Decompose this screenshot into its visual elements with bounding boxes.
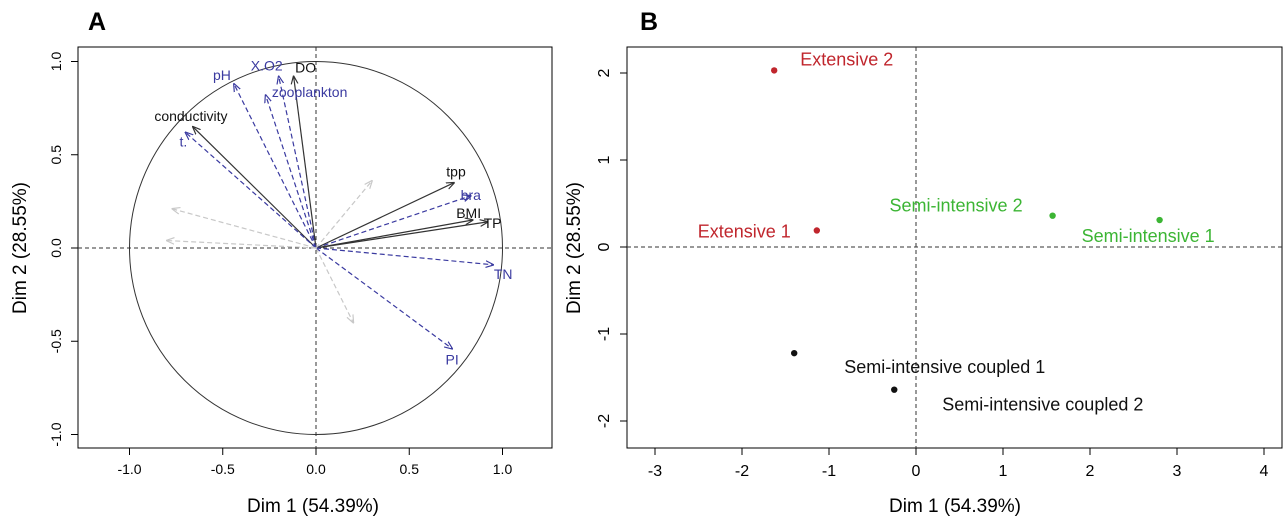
vector-bra — [315, 196, 471, 249]
panel-a-x-tick-label: -0.5 — [211, 461, 235, 477]
panel-a-y-tick-label: -1.0 — [48, 422, 64, 446]
panel-a-x-tick-label: 0.0 — [306, 461, 326, 477]
panel-b-y-tick-label: 0 — [596, 242, 613, 251]
panel-a-x-tick-label: 0.5 — [400, 461, 420, 477]
panel-b-y-tick-label: -2 — [596, 414, 613, 428]
vector-unlabeled-12 — [172, 209, 317, 249]
vector-tpp — [315, 183, 454, 249]
vector-label-x-o2: X.O2 — [251, 57, 283, 73]
vector-ph — [234, 84, 317, 249]
panel-b-x-tick-label: 2 — [1086, 463, 1095, 480]
point-label-semi-intensive-coupled-2: Semi-intensive coupled 2 — [942, 395, 1143, 415]
panel-b-reference-lines — [627, 47, 1282, 448]
point-label-semi-intensive-2: Semi-intensive 2 — [890, 196, 1023, 216]
panel-a: A conductivity t. pH X.O2 DO zooplankton tpp br… — [10, 8, 553, 517]
vector-conductivity — [193, 127, 317, 249]
point-semi-intensive-coupled-1 — [791, 349, 798, 357]
panel-a-vectors: conductivity t. pH X.O2 DO zooplankton tpp bra B… — [154, 57, 512, 367]
point-semi-intensive-2 — [1049, 212, 1056, 219]
vector-unlabeled-15 — [315, 247, 353, 323]
vector-label-tp: TP — [484, 215, 502, 231]
panel-a-y-tick-label: 0.5 — [48, 145, 64, 165]
panel-b-x-tick-label: 3 — [1173, 463, 1182, 480]
panel-a-y-tick-label: 1.0 — [48, 52, 64, 72]
panel-b-x-axis: -3 -2 -1 0 1 2 3 4 — [648, 448, 1269, 480]
point-extensive-1 — [813, 227, 821, 234]
vector-label-bmi: BMI — [456, 205, 481, 221]
point-semi-intensive-coupled-2 — [891, 386, 898, 393]
panel-b-x-tick-label: 0 — [912, 463, 921, 480]
panel-b-x-tick-label: -3 — [648, 463, 662, 480]
vector-tp — [315, 222, 488, 249]
vector-tn — [315, 247, 493, 265]
panel-a-reference-lines — [78, 47, 552, 448]
panel-a-y-axis: -1.0 -0.5 0.0 0.5 1.0 — [48, 52, 78, 447]
panel-b-y-axis-label: Dim 2 (28.55%) — [564, 182, 585, 314]
vector-label-t: t. — [180, 133, 188, 149]
point-label-extensive-2: Extensive 2 — [800, 49, 893, 69]
vector-label-conductivity: conductivity — [154, 108, 227, 124]
panel-a-label: A — [88, 8, 106, 36]
vector-zooplankton — [266, 95, 317, 249]
panel-b-y-tick-label: -1 — [596, 327, 613, 341]
vector-label-zooplankton: zooplankton — [272, 84, 348, 100]
panel-b-points: Extensive 2 Extensive 1 Semi-intensive 2 Se… — [698, 49, 1215, 414]
point-semi-intensive-1 — [1156, 216, 1163, 224]
panel-a-x-axis: -1.0 -0.5 0.0 0.5 1.0 — [117, 448, 512, 477]
point-extensive-2 — [770, 67, 778, 74]
vector-label-pi: PI — [446, 352, 459, 368]
panel-b-x-tick-label: -2 — [735, 463, 749, 480]
vector-label-ph: pH — [213, 67, 231, 83]
vector-label-tpp: tpp — [446, 164, 466, 180]
panel-a-x-tick-label: 1.0 — [493, 461, 513, 477]
vector-pi — [315, 247, 452, 349]
point-label-semi-intensive-coupled-1: Semi-intensive coupled 1 — [844, 357, 1045, 377]
panel-a-x-tick-label: -1.0 — [117, 461, 141, 477]
panel-a-y-tick-label: 0.0 — [48, 238, 64, 258]
panel-a-y-axis-label: Dim 2 (28.55%) — [10, 182, 31, 314]
panel-b-x-tick-label: 4 — [1260, 463, 1269, 480]
vector-label-tn: TN — [494, 266, 513, 282]
point-label-semi-intensive-1: Semi-intensive 1 — [1082, 226, 1215, 246]
vector-label-bra: bra — [461, 187, 481, 203]
panel-a-x-axis-label: Dim 1 (54.39%) — [247, 496, 379, 517]
vector-label-do: DO — [295, 59, 316, 75]
panel-b-x-axis-label: Dim 1 (54.39%) — [889, 496, 1021, 517]
vector-do — [294, 76, 317, 249]
panel-b-label: B — [640, 8, 658, 36]
panel-b-x-tick-label: 1 — [999, 463, 1008, 480]
panel-b-x-tick-label: -1 — [822, 463, 836, 480]
point-label-extensive-1: Extensive 1 — [698, 221, 791, 241]
panel-b-y-tick-label: 1 — [596, 155, 613, 164]
panel-a-y-tick-label: -0.5 — [48, 329, 64, 353]
panel-b-y-tick-label: 2 — [596, 68, 613, 77]
panel-b-y-axis: -2 -1 0 1 2 — [596, 68, 627, 428]
vector-unlabeled-13 — [167, 241, 317, 249]
vector-t — [185, 132, 317, 249]
vector-bmi — [315, 220, 473, 249]
vector-unlabeled-14 — [315, 181, 372, 249]
panel-b: B Extensive 2 Extensive 1 Semi-intensive 2… — [564, 8, 1283, 517]
correlation-circle — [129, 61, 503, 435]
vector-x-o2 — [279, 76, 317, 249]
